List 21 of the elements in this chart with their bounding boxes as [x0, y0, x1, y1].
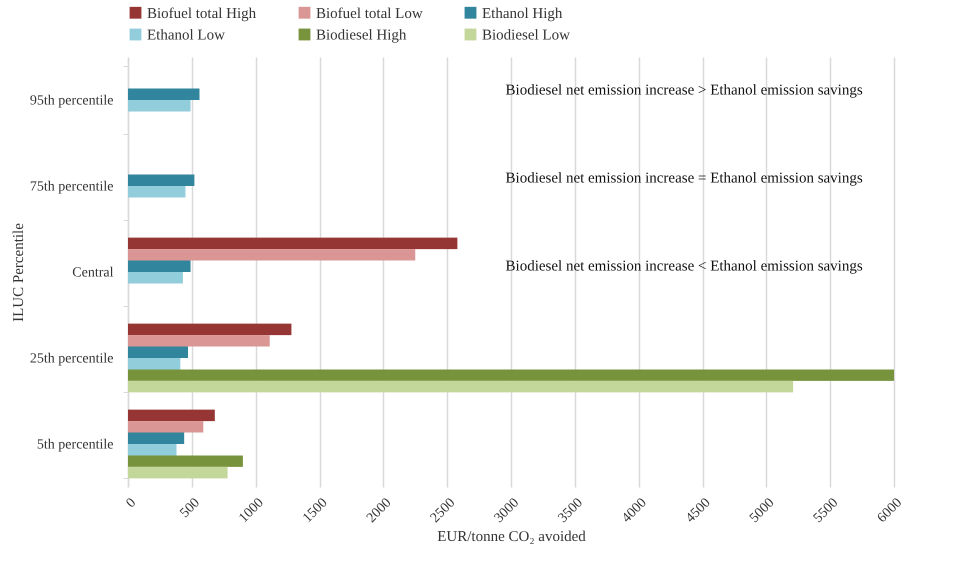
legend-label: Ethanol Low: [147, 28, 226, 44]
x-axis-title: EUR/tonne CO₂ avoided: [437, 529, 586, 546]
x-tick-label: 0: [124, 496, 140, 512]
y-axis-title: ILUC Percentile: [10, 222, 27, 322]
legend-label: Biodiesel Low: [482, 28, 570, 44]
annotation: Biodiesel net emission increase = Ethanol emission savings: [506, 170, 863, 186]
annotation: Biodiesel net emission increase < Ethanol emission savings: [506, 258, 863, 275]
y-tick-label: 95th percentile: [30, 94, 114, 108]
y-tick-label: 5th percentile: [36, 438, 114, 452]
legend-label: Biofuel total High: [147, 6, 257, 22]
legend-label: Biofuel total Low: [316, 6, 423, 22]
x-tick-label: 6000: [874, 496, 906, 526]
x-tick-label: 4500: [683, 496, 714, 526]
annotation: Biodiesel net emission increase > Ethanol emission savings: [506, 82, 863, 98]
y-tick-label: Central: [72, 266, 114, 280]
x-tick-label: 4000: [619, 496, 650, 526]
legend-label: Ethanol High: [482, 6, 563, 22]
y-tick-label: 75th percentile: [30, 180, 114, 194]
y-tick-label: 25th percentile: [30, 352, 114, 366]
legend-label: Biodiesel High: [316, 28, 407, 44]
x-tick-label: 500: [177, 496, 203, 521]
